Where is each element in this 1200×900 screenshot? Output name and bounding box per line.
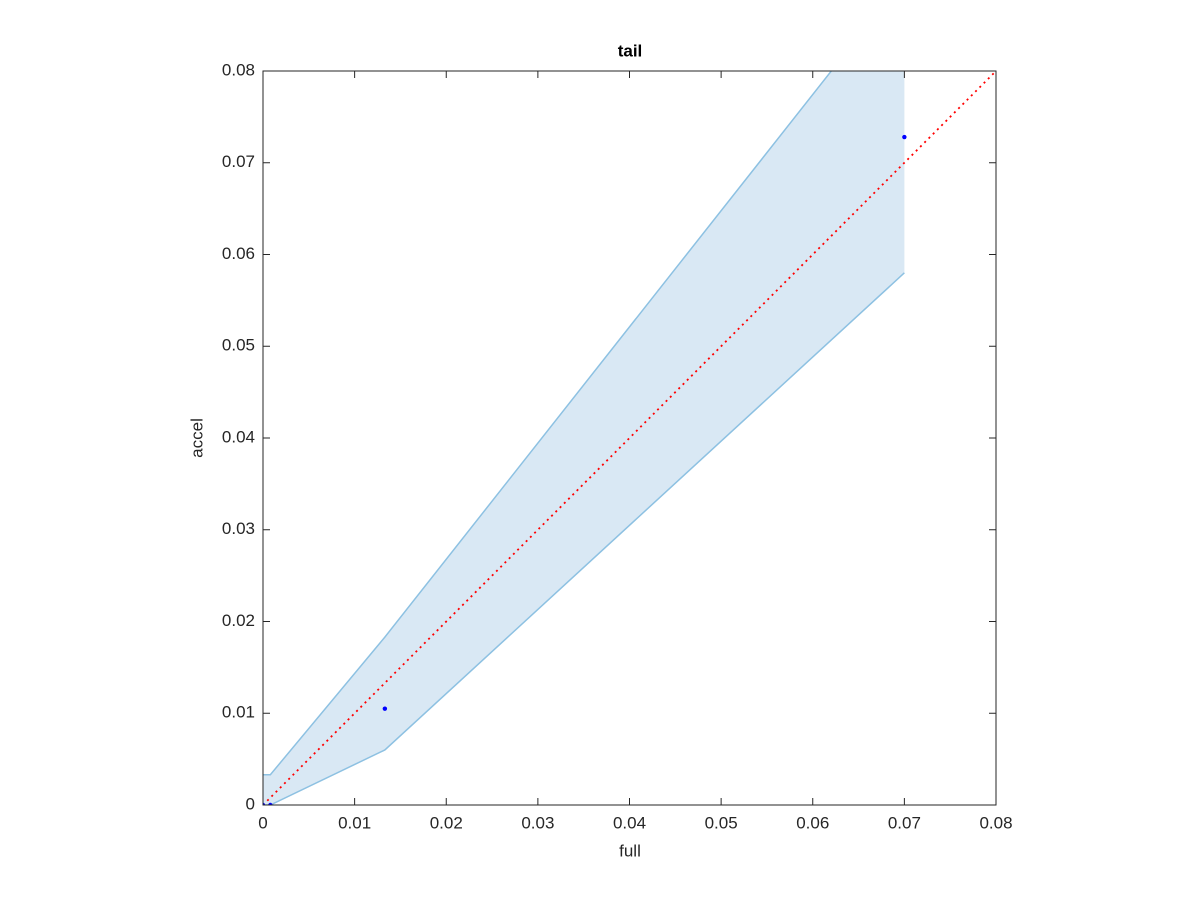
x-axis-label: full — [619, 841, 641, 860]
x-tick-label: 0.01 — [338, 813, 371, 832]
y-axis-label: accel — [187, 418, 206, 458]
chart-title: tail — [618, 41, 643, 60]
y-tick-label: 0 — [246, 794, 255, 813]
y-tick-label: 0.06 — [222, 244, 255, 263]
reference-line — [263, 71, 996, 805]
point — [382, 706, 388, 711]
plot-area — [263, 71, 996, 805]
confidence-band — [263, 71, 905, 805]
x-tick-label: 0.02 — [430, 813, 463, 832]
band-edge-lower — [263, 272, 905, 805]
y-tick-label: 0.04 — [222, 427, 255, 446]
point — [268, 802, 273, 805]
y-tick-label: 0.02 — [222, 611, 255, 630]
x-tick-label: 0.03 — [521, 813, 554, 832]
x-tick-label: 0.07 — [888, 813, 921, 832]
band-edge-upper — [263, 71, 833, 776]
y-tick-label: 0.03 — [222, 519, 255, 538]
y-tick-label: 0.08 — [222, 60, 255, 79]
x-tick-label: 0.05 — [705, 813, 738, 832]
x-tick-label: 0.04 — [613, 813, 646, 832]
x-tick-label: 0 — [258, 813, 267, 832]
point — [902, 134, 907, 140]
y-tick-label: 0.05 — [222, 336, 255, 355]
x-tick-label: 0.08 — [979, 813, 1012, 832]
y-tick-label: 0.07 — [222, 152, 255, 171]
axes: 0 0.01 0.02 0.03 0.04 0.05 0.06 0.07 0.08 0 0.01 0.… — [222, 60, 1013, 832]
y-tick-label: 0.01 — [222, 703, 255, 722]
x-tick-label: 0.06 — [796, 813, 829, 832]
point — [263, 802, 266, 805]
